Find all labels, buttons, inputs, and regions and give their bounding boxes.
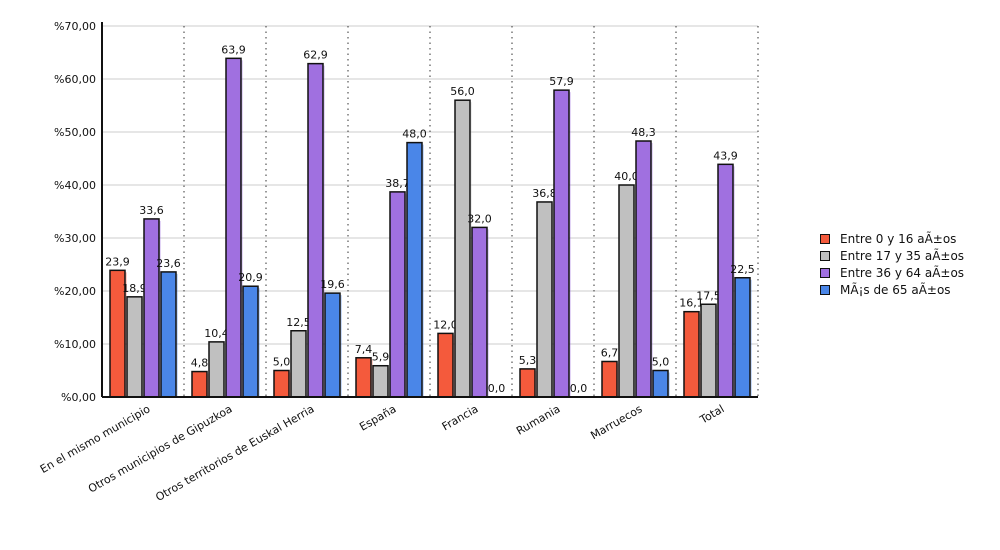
- data-label: 12,5: [286, 316, 311, 329]
- data-label: 33,6: [139, 204, 164, 217]
- data-label: 23,9: [105, 255, 130, 268]
- bar: [191, 370, 208, 398]
- bar: [225, 57, 242, 398]
- y-tick-label: %20,00: [54, 285, 96, 298]
- bar: [273, 369, 290, 398]
- bar: [618, 184, 635, 398]
- data-label: 17,5: [696, 289, 721, 302]
- bar: [355, 357, 372, 398]
- data-label: 4,8: [191, 357, 209, 370]
- bar: [143, 218, 160, 398]
- data-label: 19,6: [320, 278, 345, 291]
- bar: [734, 277, 751, 398]
- bar: [717, 163, 734, 398]
- bar: [406, 141, 423, 398]
- data-label: 0,0: [488, 382, 506, 395]
- legend-item: Entre 36 y 64 aÃ±os: [820, 264, 964, 281]
- bar: [324, 292, 341, 398]
- x-tick-label: Marruecos: [588, 402, 644, 442]
- bar: [389, 191, 406, 398]
- bar: [160, 271, 177, 398]
- data-label: 5,0: [652, 356, 670, 369]
- data-label: 12,0: [433, 318, 458, 331]
- legend-item: MÃ¡s de 65 aÃ±os: [820, 281, 964, 298]
- bar: [471, 226, 488, 398]
- bar: [601, 360, 618, 398]
- bar: [437, 332, 454, 398]
- data-label: 5,3: [519, 354, 537, 367]
- legend: Entre 0 y 16 aÃ±os Entre 17 y 35 aÃ±os Ent…: [820, 230, 964, 298]
- legend-label: Entre 17 y 35 aÃ±os: [840, 248, 965, 263]
- x-tick-label: Otros municipios de Gipuzkoa: [86, 402, 235, 495]
- data-label: 23,6: [156, 257, 181, 270]
- data-label: 10,4: [204, 327, 229, 340]
- data-label: 57,9: [549, 75, 574, 88]
- y-tick-label: %40,00: [54, 179, 96, 192]
- data-label: 5,9: [372, 351, 390, 364]
- legend-label: Entre 0 y 16 aÃ±os: [840, 231, 957, 246]
- legend-item: Entre 0 y 16 aÃ±os: [820, 230, 964, 247]
- bar: [208, 341, 225, 398]
- data-label: 5,0: [273, 356, 291, 369]
- legend-item: Entre 17 y 35 aÃ±os: [820, 247, 964, 264]
- x-tick-label: Otros territorios de Euskal Herria: [153, 402, 316, 504]
- data-label: 18,9: [122, 282, 147, 295]
- y-tick-label: %0,00: [61, 391, 96, 404]
- data-label: 32,0: [467, 212, 492, 225]
- data-label: 43,9: [713, 149, 738, 162]
- bar: [536, 201, 553, 398]
- x-tick-label: Rumania: [514, 402, 562, 437]
- legend-swatch: [820, 250, 830, 261]
- y-tick-label: %70,00: [54, 20, 96, 33]
- x-tick-label: Total: [697, 402, 727, 427]
- data-label: 6,7: [601, 346, 619, 359]
- data-label: 16,1: [679, 297, 704, 310]
- legend-swatch: [820, 284, 830, 295]
- data-label: 48,0: [402, 128, 427, 141]
- x-tick-label: España: [357, 402, 398, 433]
- bar: [635, 140, 652, 398]
- bar: [307, 62, 324, 398]
- legend-label: Entre 36 y 64 aÃ±os: [840, 265, 965, 280]
- bar: [242, 285, 259, 398]
- bar: [700, 303, 717, 398]
- bar: [126, 296, 143, 398]
- data-label: 63,9: [221, 43, 246, 56]
- bar: [683, 310, 700, 398]
- data-label: 22,5: [730, 263, 755, 276]
- legend-swatch: [820, 267, 830, 278]
- data-label: 36,8: [532, 187, 557, 200]
- data-label: 0,0: [570, 382, 588, 395]
- legend-swatch: [820, 233, 830, 244]
- bar: [372, 364, 389, 398]
- bar: [553, 89, 570, 398]
- data-label: 48,3: [631, 126, 656, 139]
- data-label: 62,9: [303, 49, 328, 62]
- bar: [519, 368, 536, 398]
- data-label: 40,0: [614, 170, 639, 183]
- bar: [652, 369, 669, 398]
- data-label: 38,7: [385, 177, 410, 190]
- y-tick-label: %60,00: [54, 73, 96, 86]
- y-tick-label: %10,00: [54, 338, 96, 351]
- data-label: 56,0: [450, 85, 475, 98]
- data-label: 7,4: [355, 343, 373, 356]
- bar: [290, 330, 307, 398]
- y-tick-label: %30,00: [54, 232, 96, 245]
- bar: [454, 99, 471, 398]
- data-label: 20,9: [238, 271, 263, 284]
- y-tick-label: %50,00: [54, 126, 96, 139]
- x-tick-label: Francia: [440, 402, 481, 433]
- legend-label: MÃ¡s de 65 aÃ±os: [840, 282, 951, 297]
